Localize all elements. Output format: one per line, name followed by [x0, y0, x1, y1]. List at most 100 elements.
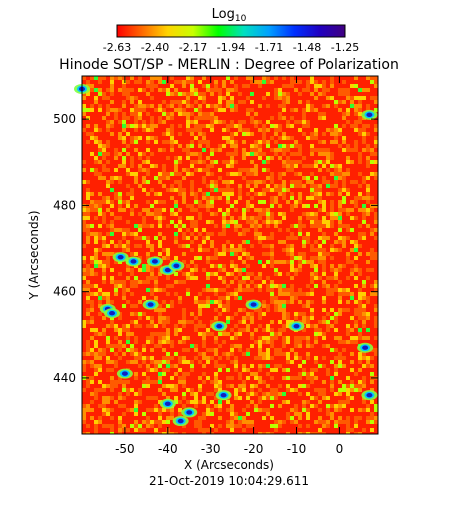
- heatmap-cell: [318, 80, 322, 84]
- heatmap-cell: [274, 340, 278, 344]
- heatmap-cell: [270, 176, 274, 180]
- heatmap-cell: [330, 332, 334, 336]
- heatmap-cell: [126, 240, 130, 244]
- heatmap-cell: [322, 220, 326, 224]
- heatmap-cell: [342, 236, 346, 240]
- heatmap-cell: [350, 96, 354, 100]
- heatmap-cell: [122, 128, 126, 132]
- heatmap-cell: [298, 168, 302, 172]
- heatmap-cell: [374, 316, 378, 320]
- heatmap-cell: [218, 104, 222, 108]
- heatmap-cell: [342, 88, 346, 92]
- heatmap-cell: [110, 296, 114, 300]
- heatmap-cell: [166, 140, 170, 144]
- heatmap-cell: [322, 260, 326, 264]
- heatmap-cell: [186, 292, 190, 296]
- heatmap-cell: [350, 180, 354, 184]
- heatmap-cell: [98, 328, 102, 332]
- heatmap-cell: [94, 272, 98, 276]
- heatmap-cell: [230, 84, 234, 88]
- heatmap-cell: [298, 312, 302, 316]
- heatmap-cell: [270, 308, 274, 312]
- heatmap-cell: [246, 252, 250, 256]
- heatmap-cell: [278, 76, 282, 80]
- heatmap-cell: [266, 188, 270, 192]
- heatmap-cell: [202, 292, 206, 296]
- heatmap-cell: [170, 248, 174, 252]
- heatmap-cell: [150, 148, 154, 152]
- heatmap-cell: [282, 184, 286, 188]
- heatmap-cell: [334, 296, 338, 300]
- heatmap-cell: [278, 312, 282, 316]
- heatmap-cell: [314, 328, 318, 332]
- heatmap-cell: [258, 240, 262, 244]
- heatmap-cell: [118, 244, 122, 248]
- heatmap-cell: [314, 140, 318, 144]
- heatmap-cell: [214, 340, 218, 344]
- heatmap-cell: [122, 164, 126, 168]
- heatmap-cell: [138, 268, 142, 272]
- heatmap-cell: [266, 304, 270, 308]
- heatmap-cell: [114, 76, 118, 80]
- heatmap-cell: [150, 104, 154, 108]
- heatmap-cell: [250, 264, 254, 268]
- heatmap-cell: [214, 180, 218, 184]
- heatmap-cell: [334, 328, 338, 332]
- heatmap-cell: [142, 332, 146, 336]
- heatmap-cell: [134, 108, 138, 112]
- heatmap-cell: [98, 120, 102, 124]
- heatmap-cell: [282, 120, 286, 124]
- heatmap-cell: [346, 144, 350, 148]
- heatmap-cell: [354, 108, 358, 112]
- heatmap-cell: [150, 200, 154, 204]
- heatmap-cell: [110, 156, 114, 160]
- heatmap-cell: [294, 268, 298, 272]
- heatmap-cell: [366, 148, 370, 152]
- heatmap-cell: [290, 256, 294, 260]
- heatmap-cell: [198, 300, 202, 304]
- heatmap-cell: [154, 124, 158, 128]
- heatmap-cell: [114, 128, 118, 132]
- heatmap-cell: [330, 96, 334, 100]
- heatmap-cell: [326, 216, 330, 220]
- heatmap-cell: [206, 96, 210, 100]
- heatmap-cell: [310, 312, 314, 316]
- heatmap-cell: [90, 132, 94, 136]
- heatmap-cell: [130, 136, 134, 140]
- heatmap-cell: [178, 132, 182, 136]
- heatmap-cell: [106, 180, 110, 184]
- heatmap-cell: [210, 332, 214, 336]
- heatmap-cell: [246, 164, 250, 168]
- heatmap-cell: [134, 336, 138, 340]
- heatmap-cell: [86, 320, 90, 324]
- heatmap-cell: [310, 276, 314, 280]
- heatmap-cell: [306, 104, 310, 108]
- heatmap-cell: [114, 88, 118, 92]
- heatmap-cell: [274, 276, 278, 280]
- heatmap-cell: [334, 184, 338, 188]
- heatmap-cell: [318, 280, 322, 284]
- heatmap-cell: [330, 116, 334, 120]
- heatmap-cell: [230, 164, 234, 168]
- heatmap-cell: [90, 332, 94, 336]
- heatmap-cell: [82, 112, 86, 116]
- heatmap-cell: [306, 196, 310, 200]
- heatmap-cell: [170, 124, 174, 128]
- heatmap-cell: [86, 296, 90, 300]
- heatmap-cell: [218, 296, 222, 300]
- heatmap-cell: [278, 208, 282, 212]
- heatmap-cell: [142, 280, 146, 284]
- heatmap-cell: [370, 324, 374, 328]
- heatmap-cell: [118, 240, 122, 244]
- heatmap-cell: [354, 216, 358, 220]
- heatmap-cell: [162, 196, 166, 200]
- heatmap-cell: [126, 180, 130, 184]
- heatmap-cell: [190, 344, 194, 348]
- heatmap-cell: [282, 212, 286, 216]
- heatmap-cell: [154, 320, 158, 324]
- heatmap-cell: [190, 88, 194, 92]
- heatmap-cell: [194, 260, 198, 264]
- heatmap-cell: [266, 316, 270, 320]
- heatmap-cell: [186, 116, 190, 120]
- heatmap-cell: [102, 240, 106, 244]
